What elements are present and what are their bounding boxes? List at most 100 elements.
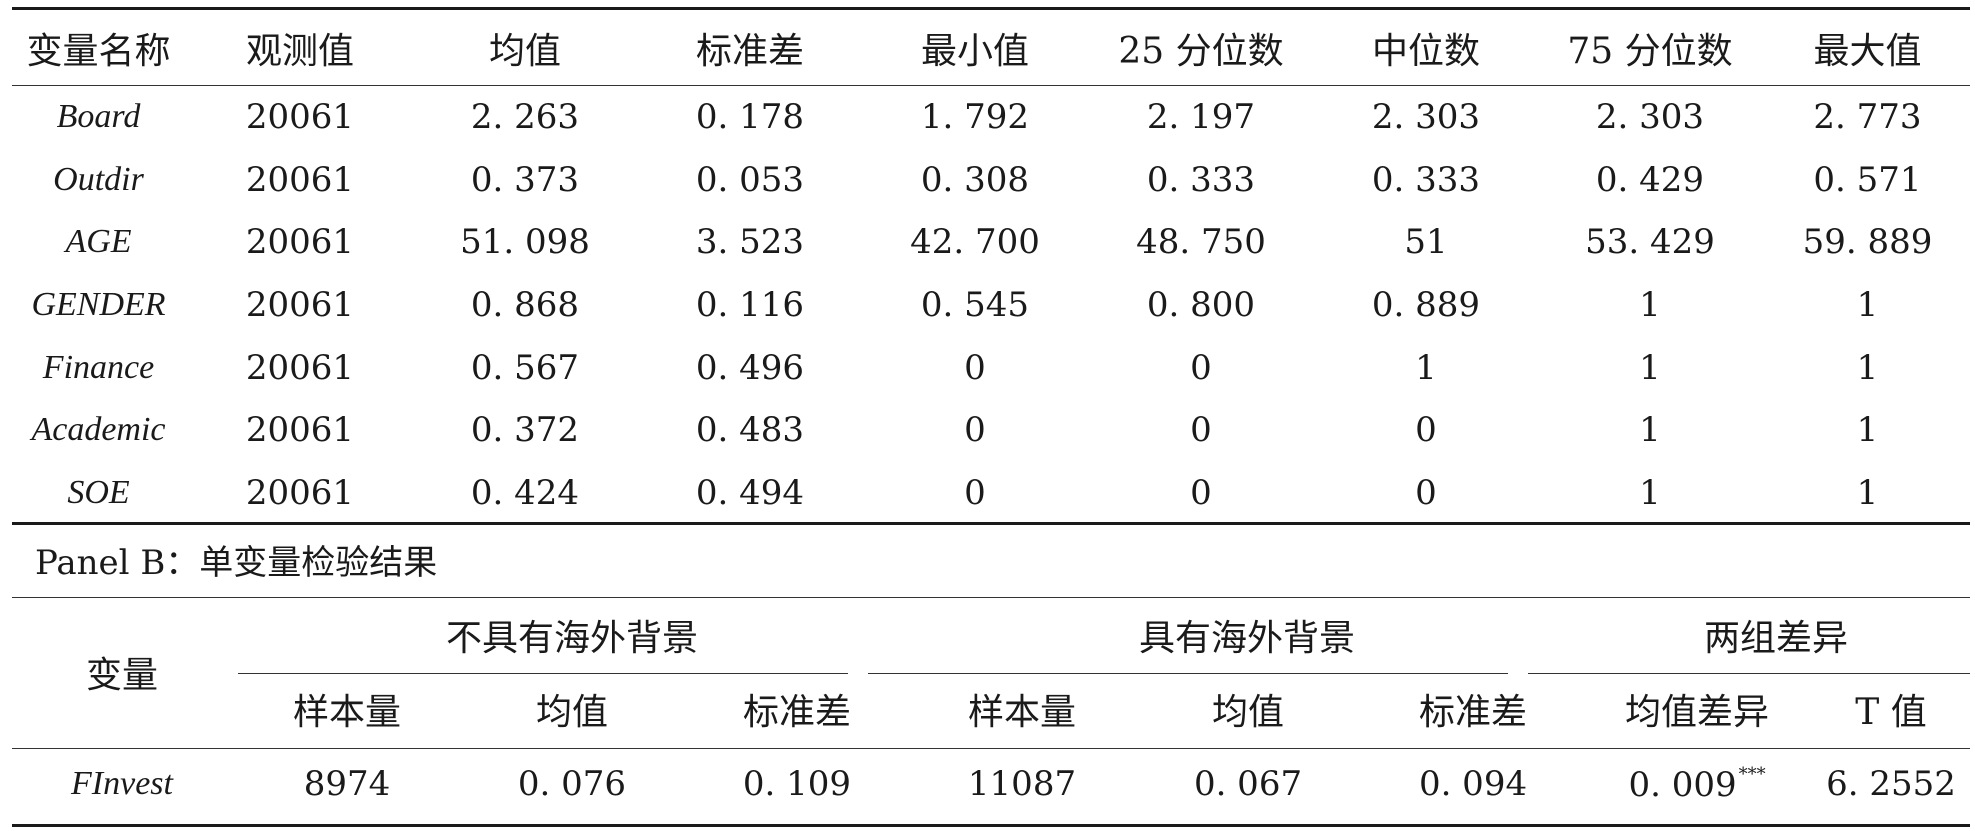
table-cell: 0. 889 <box>1371 285 1481 326</box>
table-cell: 0. 483 <box>695 410 805 451</box>
univariate-test-table: 变量 不具有海外背景 具有海外背景 两组差异 样本量 均值 标准差 样本量 均值… <box>12 598 1970 822</box>
group-rule-difference <box>1528 673 1970 674</box>
table-cell: 59. 889 <box>1802 222 1933 263</box>
table-cell: 20061 <box>245 222 355 263</box>
row-variable: AGE <box>65 223 132 261</box>
table-cell: 1 <box>1639 285 1661 326</box>
table-cell: 20061 <box>245 472 355 513</box>
subheader-mean: 均值 <box>1212 692 1285 733</box>
table-cell: 0 <box>1190 347 1212 388</box>
table-row: Finance 20061 0. 567 0. 496 0 0 1 1 1 <box>12 336 1970 399</box>
row-variable: SOE <box>67 473 130 511</box>
row-variable: Board <box>56 98 141 136</box>
table-row: GENDER 20061 0. 868 0. 116 0. 545 0. 800… <box>12 274 1970 337</box>
table-cell: 0 <box>1190 472 1212 513</box>
table-cell: 2. 263 <box>470 97 580 138</box>
table-cell: 0. 545 <box>920 285 1030 326</box>
mean-diff-value: 0. 009 <box>1628 764 1737 805</box>
subheader-sd: 标准差 <box>743 692 852 733</box>
table-cell: 20061 <box>245 159 355 200</box>
table-cell: 0. 076 <box>517 764 627 804</box>
table-cell: 0. 800 <box>1146 285 1256 326</box>
subheader-rule <box>12 748 1970 749</box>
panel-a-bottom-rule <box>12 522 1970 525</box>
col-header-obs: 观测值 <box>245 31 354 72</box>
panel-b-title: Panel B：单变量检验结果 <box>35 543 438 583</box>
table-cell: 3. 523 <box>695 222 805 263</box>
table-cell: 42. 700 <box>910 222 1040 263</box>
group-rule-no-overseas <box>238 673 848 674</box>
table-cell: 8974 <box>303 764 391 804</box>
table-cell: 51. 098 <box>460 222 590 263</box>
table-row: AGE 20061 51. 098 3. 523 42. 700 48. 750… <box>12 211 1970 274</box>
row-variable: FInvest <box>71 765 173 802</box>
group-header-difference: 两组差异 <box>1704 618 1849 659</box>
table-cell: 1 <box>1639 410 1661 451</box>
table-cell: 0. 116 <box>695 285 805 326</box>
table-cell: 1 <box>1856 410 1879 451</box>
col-header-min: 最小值 <box>920 31 1029 72</box>
table-cell: 0. 067 <box>1193 764 1303 804</box>
header-rule <box>12 85 1970 86</box>
table-cell: 1 <box>1856 472 1879 513</box>
panel-b-top-rule <box>12 597 1970 598</box>
table-cell: 0. 053 <box>695 159 805 200</box>
table-cell: 1. 792 <box>920 97 1030 138</box>
table-cell: 0. 373 <box>470 159 580 200</box>
col-header-sd: 标准差 <box>695 31 804 72</box>
variable-header: 变量 <box>85 655 158 696</box>
table-cell: 0. 178 <box>695 97 805 138</box>
row-variable: GENDER <box>31 286 166 324</box>
table-cell: 0. 308 <box>920 159 1030 200</box>
table-cell: 0. 109 <box>742 764 852 804</box>
table-cell: 2. 303 <box>1595 97 1705 138</box>
subheader-sample-size: 样本量 <box>968 692 1077 733</box>
table-row: FInvest 8974 0. 076 0. 109 11087 0. 067 … <box>12 746 1970 822</box>
group-header-overseas: 具有海外背景 <box>1139 618 1356 659</box>
table-cell: 0 <box>964 347 986 388</box>
group-rule-overseas <box>868 673 1508 674</box>
table-cell: 0 <box>1415 410 1437 451</box>
group-header-no-overseas: 不具有海外背景 <box>446 618 699 659</box>
table-cell: 0. 868 <box>470 285 580 326</box>
subheader-t-value: T 值 <box>1855 692 1927 733</box>
table-row: Academic 20061 0. 372 0. 483 0 0 0 1 1 <box>12 399 1970 462</box>
mean-diff-cell: 0. 009 *** <box>1582 746 1812 822</box>
subheader-sd: 标准差 <box>1419 692 1528 733</box>
header-row: 变量名称 观测值 均值 标准差 最小值 25 分位数 中位数 75 分位数 最大… <box>12 10 1970 86</box>
table-cell: 2. 197 <box>1146 97 1256 138</box>
table-cell: 1 <box>1639 472 1661 513</box>
col-header-mean: 均值 <box>488 31 561 72</box>
table-cell: 51 <box>1404 222 1448 263</box>
table-cell: 11087 <box>967 764 1077 804</box>
table-cell: 20061 <box>245 285 355 326</box>
bottom-rule <box>12 824 1970 827</box>
table-cell: 0. 496 <box>695 347 805 388</box>
table-cell: 2. 303 <box>1371 97 1481 138</box>
table-cell: 0. 571 <box>1813 159 1922 200</box>
col-header-p25: 25 分位数 <box>1118 31 1284 72</box>
table-cell: 0 <box>1415 472 1437 513</box>
table-cell: 1 <box>1639 347 1661 388</box>
row-variable: Finance <box>42 348 155 386</box>
subheader-sample-size: 样本量 <box>292 692 401 733</box>
table-cell: 0. 429 <box>1595 159 1705 200</box>
table-row: Board 20061 2. 263 0. 178 1. 792 2. 197 … <box>12 86 1970 149</box>
col-header-p75: 75 分位数 <box>1567 31 1733 72</box>
table-cell: 1 <box>1856 347 1879 388</box>
table-cell: 1 <box>1856 285 1879 326</box>
table-cell: 53. 429 <box>1585 222 1715 263</box>
table-cell: 0. 094 <box>1418 764 1528 804</box>
table-row: Outdir 20061 0. 373 0. 053 0. 308 0. 333… <box>12 149 1970 212</box>
table-cell: 48. 750 <box>1136 222 1266 263</box>
col-header-median: 中位数 <box>1371 31 1480 72</box>
table-cell: 0. 494 <box>695 472 805 513</box>
col-header-variable: 变量名称 <box>26 31 171 72</box>
table-cell: 0 <box>964 410 986 451</box>
table-cell: 0. 372 <box>470 410 580 451</box>
subheader-mean: 均值 <box>535 692 608 733</box>
table-cell: 0 <box>1190 410 1212 451</box>
table-cell: 20061 <box>245 97 355 138</box>
table-cell: 1 <box>1415 347 1437 388</box>
